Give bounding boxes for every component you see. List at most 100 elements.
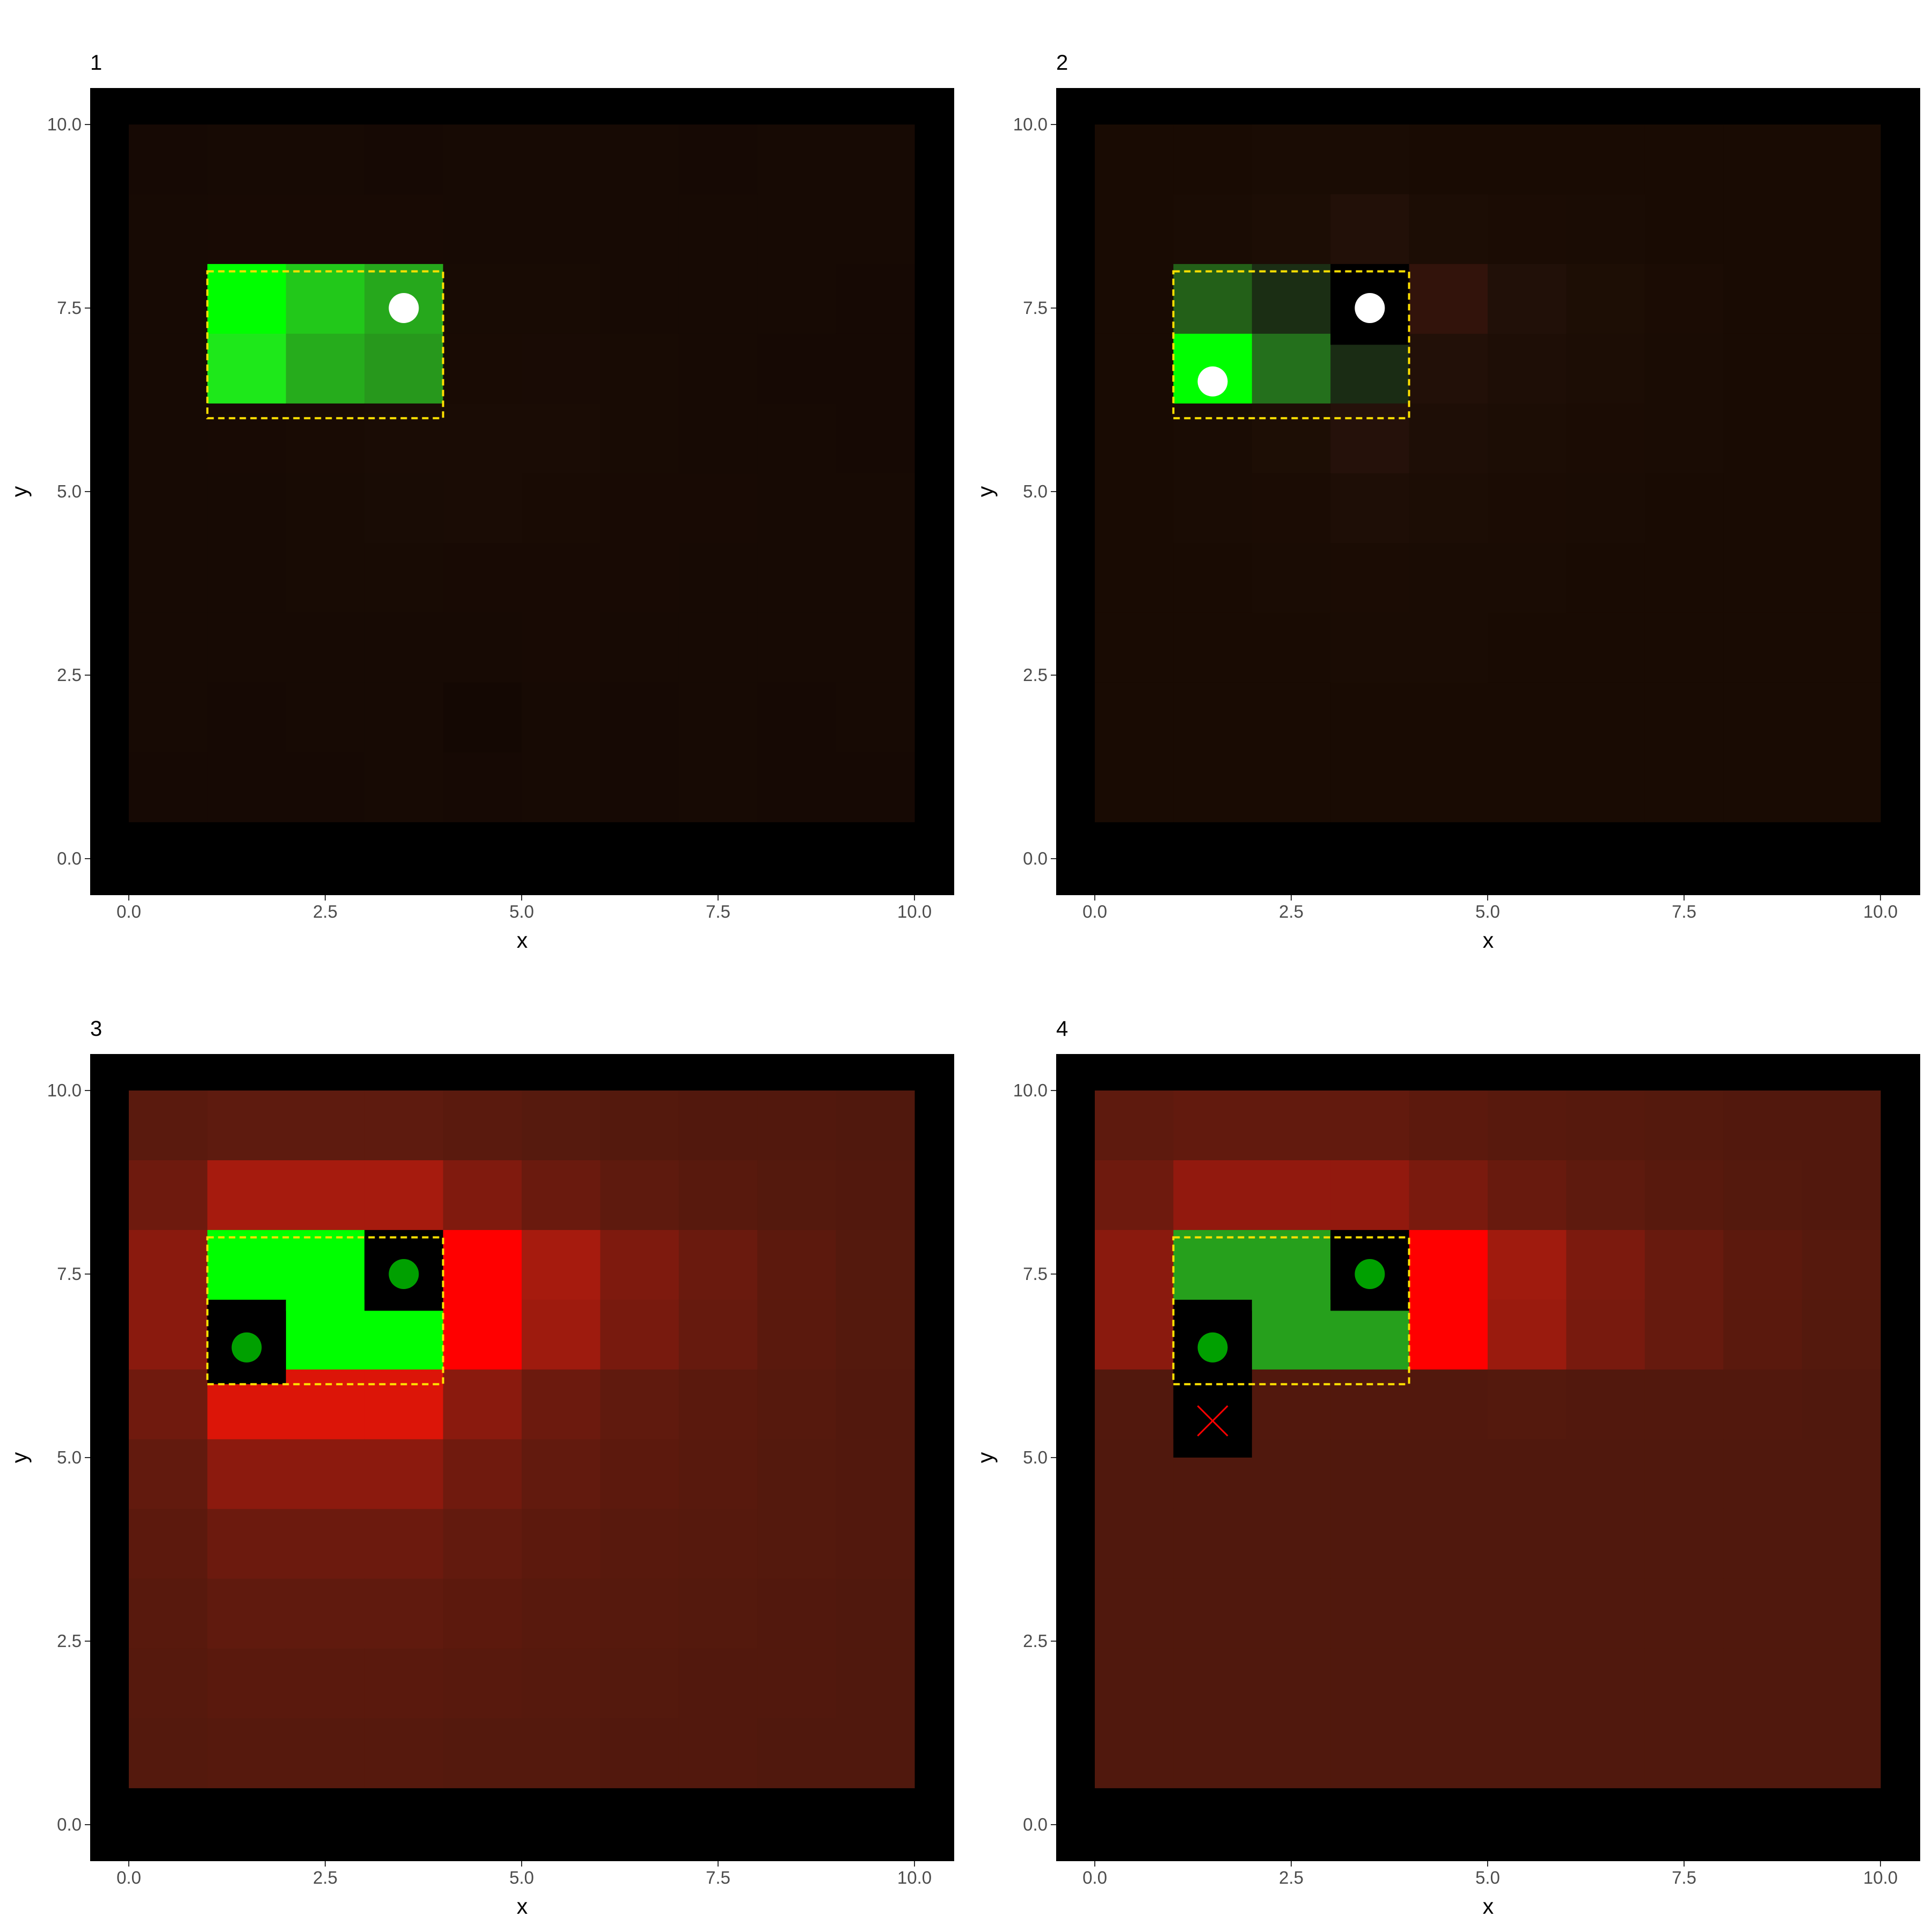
heatmap-cell	[443, 543, 522, 613]
heatmap-cell	[207, 403, 287, 474]
y-tick-label: 0.0	[57, 848, 82, 868]
heatmap-cell	[1723, 194, 1803, 265]
heatmap-cell	[1644, 543, 1724, 613]
heatmap-cell	[757, 264, 837, 334]
heatmap-cell	[1802, 1091, 1881, 1161]
heatmap-cell	[522, 1299, 601, 1370]
heatmap-cell	[757, 1648, 837, 1719]
heatmap-cell	[443, 333, 522, 404]
heatmap-cell	[1566, 1509, 1645, 1579]
heatmap-cell	[129, 1439, 208, 1510]
heatmap-cell	[1644, 1648, 1724, 1719]
heatmap-cell	[1488, 1509, 1567, 1579]
heatmap-cell	[1723, 612, 1803, 683]
heatmap-cell	[286, 1299, 365, 1370]
heatmap-cell	[757, 543, 837, 613]
heatmap-cell	[129, 1369, 208, 1440]
x-tick-label: 5.0	[1475, 1868, 1500, 1887]
y-tick-label: 2.5	[1023, 665, 1048, 685]
heatmap-cell	[1644, 752, 1724, 823]
x-tick-label: 7.5	[706, 1868, 730, 1887]
heatmap-cell	[678, 403, 758, 474]
heatmap-cell	[600, 1648, 679, 1719]
heatmap-cell	[1802, 1299, 1881, 1370]
heatmap-cell	[1488, 264, 1567, 334]
heatmap-cell	[1723, 333, 1803, 404]
heatmap-cell	[207, 1160, 287, 1231]
heatmap-cell	[1330, 1369, 1410, 1440]
x-tick-label: 5.0	[509, 902, 534, 921]
heatmap-cell	[522, 1160, 601, 1231]
heatmap-cell	[443, 752, 522, 823]
heatmap-cell	[286, 1718, 365, 1789]
heatmap-cell	[207, 1230, 287, 1300]
heatmap-cell	[286, 403, 365, 474]
y-tick-label: 7.5	[57, 298, 82, 318]
heatmap-cell	[1095, 1718, 1174, 1789]
y-axis-title: y	[7, 486, 32, 497]
heatmap-cell	[1330, 1299, 1410, 1370]
heatmap-cell	[364, 1648, 444, 1719]
heatmap-cell	[757, 1578, 837, 1649]
heatmap-cell	[522, 752, 601, 823]
heatmap-cell	[1802, 1648, 1881, 1719]
heatmap-cell	[1644, 1299, 1724, 1370]
observed-point	[389, 293, 419, 323]
y-axis-title: y	[973, 1452, 998, 1463]
heatmap-cell	[1252, 682, 1331, 753]
heatmap-cell	[1409, 1299, 1488, 1370]
heatmap-cell	[600, 264, 679, 334]
heatmap-cell	[1252, 333, 1331, 404]
x-tick-label: 7.5	[1672, 1868, 1696, 1887]
x-axis-title: x	[517, 1894, 528, 1919]
x-tick-label: 2.5	[313, 1868, 338, 1887]
observed-point	[1197, 366, 1228, 397]
heatmap-cell	[522, 194, 601, 265]
heatmap-cell	[522, 333, 601, 404]
heatmap-cell	[600, 1299, 679, 1370]
heatmap-cell	[1173, 543, 1253, 613]
heatmap-cell	[1095, 1230, 1174, 1300]
heatmap-cell	[364, 1160, 444, 1231]
heatmap-cell	[678, 1369, 758, 1440]
y-tick-label: 7.5	[1023, 298, 1048, 318]
heatmap-cell	[207, 473, 287, 544]
heatmap-cell	[129, 473, 208, 544]
heatmap-cell	[1566, 403, 1645, 474]
heatmap-cell	[1566, 1160, 1645, 1231]
y-axis-title: y	[973, 486, 998, 497]
heatmap-cell	[129, 125, 208, 195]
heatmap-cell	[757, 333, 837, 404]
heatmap-cell	[678, 612, 758, 683]
y-tick-label: 2.5	[1023, 1631, 1048, 1651]
heatmap-cell	[600, 125, 679, 195]
heatmap-cell	[522, 1439, 601, 1510]
heatmap-cell	[1802, 682, 1881, 753]
heatmap-cell	[757, 194, 837, 265]
heatmap-cell	[522, 1091, 601, 1161]
heatmap-cell	[1488, 1299, 1567, 1370]
heatmap-cell	[286, 1230, 365, 1300]
heatmap-cell	[1644, 1230, 1724, 1300]
heatmap-cell	[286, 612, 365, 683]
highlight-region	[1172, 1236, 1410, 1386]
heatmap-cell	[1723, 752, 1803, 823]
heatmap-cell	[1802, 752, 1881, 823]
x-tick-label: 0.0	[1082, 902, 1107, 921]
heatmap-cell	[757, 473, 837, 544]
heatmap-cell	[1566, 1230, 1645, 1300]
heatmap-cell	[364, 752, 444, 823]
panel-3: 3 0.0 2.5 5.0 7.5 10.0 0.0 2.5 5.0 7.5 10.0 x y	[7, 1017, 954, 1919]
heatmap-cell	[1330, 1718, 1410, 1789]
heatmap-cell	[1409, 1578, 1488, 1649]
heatmap-cell	[1173, 1718, 1253, 1789]
heatmap-cell	[522, 543, 601, 613]
heatmap-cell	[757, 403, 837, 474]
heatmap-cell	[1488, 1439, 1567, 1510]
heatmap-cell	[1252, 1230, 1331, 1300]
heatmap-cell	[600, 1369, 679, 1440]
heatmap-cell	[129, 1718, 208, 1789]
heatmap-cell	[364, 1369, 444, 1440]
heatmap-cell	[1409, 1091, 1488, 1161]
heatmap-cell	[1330, 1509, 1410, 1579]
